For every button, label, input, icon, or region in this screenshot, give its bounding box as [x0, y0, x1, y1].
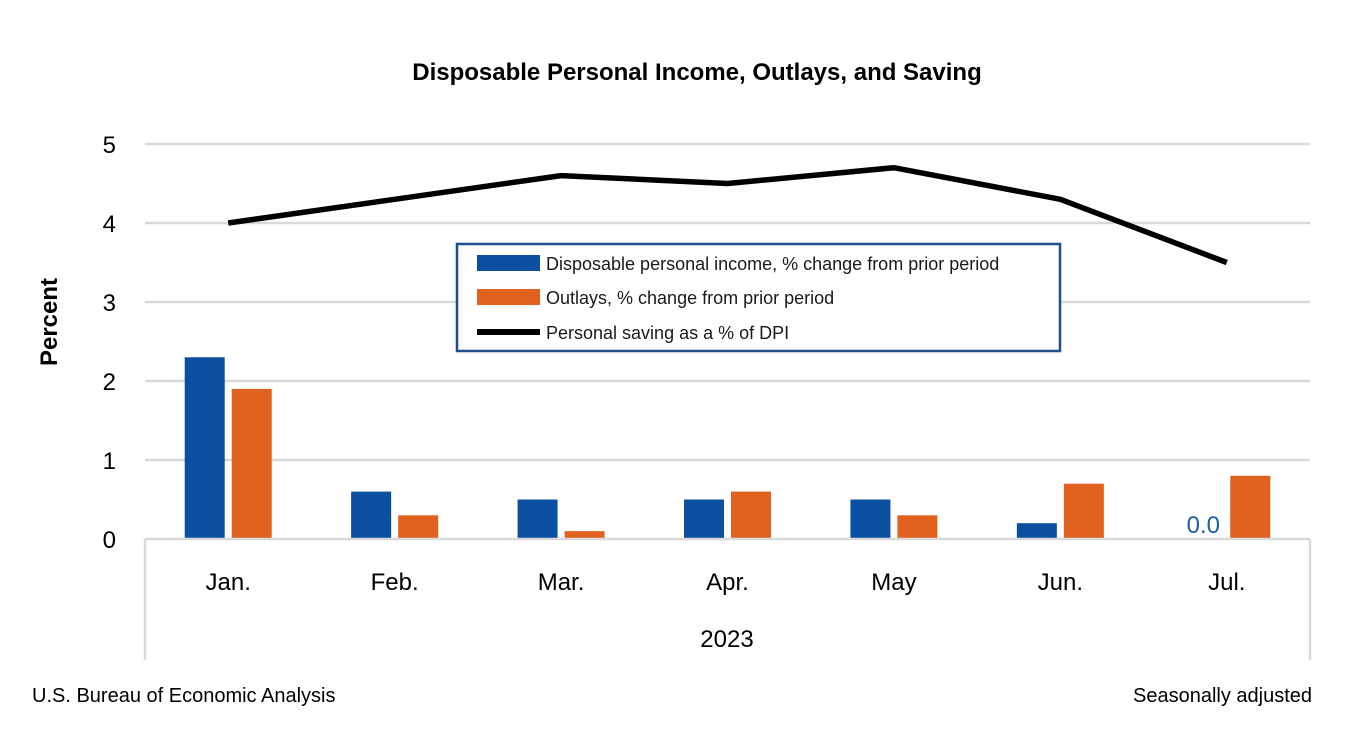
legend-label-income: Disposable personal income, % change fro… [546, 254, 999, 274]
outlays-bar [1230, 475, 1271, 539]
x-tick-label: May [871, 569, 916, 596]
y-axis-label: Percent [36, 278, 63, 366]
income-bar [850, 499, 891, 539]
legend-swatch-income [477, 255, 540, 271]
y-tick-label: 3 [103, 290, 116, 317]
x-tick-label: Feb. [371, 569, 419, 596]
chart-title: Disposable Personal Income, Outlays, and… [412, 59, 982, 86]
bars [184, 357, 1271, 539]
saving-rate-line-path [227, 164, 1228, 266]
x-tick-label: Jan. [206, 569, 251, 596]
x-axis: Jan. Feb. Mar. Apr. May Jun. Jul. [143, 537, 1312, 660]
x-tick-label: Apr. [706, 569, 749, 596]
x-tick-label: Jun. [1038, 569, 1083, 596]
y-tick-label: 4 [103, 211, 116, 238]
income-bar [1016, 523, 1057, 539]
income-bar [517, 499, 558, 539]
y-tick-label: 0 [103, 527, 116, 554]
legend: Disposable personal income, % change fro… [455, 242, 1062, 353]
outlays-bar [1063, 483, 1104, 539]
x-axis-label: 2023 [700, 626, 753, 653]
saving-rate-line [227, 164, 1228, 266]
data-label: 0.0 [1187, 512, 1220, 539]
source-note: U.S. Bureau of Economic Analysis [32, 685, 335, 707]
x-tick-label: Mar. [538, 569, 585, 596]
income-bar [684, 499, 724, 539]
data-labels: 0.0 [1187, 512, 1220, 539]
outlays-bar [231, 388, 272, 539]
legend-label-saving: Personal saving as a % of DPI [546, 323, 789, 343]
income-bar [184, 357, 225, 539]
outlays-bar [897, 515, 938, 539]
seasonal-note: Seasonally adjusted [1133, 685, 1312, 707]
income-bar [351, 491, 392, 539]
outlays-bar [564, 531, 605, 539]
legend-label-outlays: Outlays, % change from prior period [546, 288, 834, 308]
y-tick-label: 2 [103, 369, 116, 396]
y-tick-label: 5 [103, 132, 116, 159]
x-tick-label: Jul. [1208, 569, 1245, 596]
legend-box [455, 242, 1062, 353]
outlays-bar [731, 491, 771, 539]
legend-swatch-outlays [477, 289, 540, 305]
y-axis-ticks: 0 1 2 3 4 5 [103, 132, 116, 554]
y-tick-label: 1 [103, 448, 116, 475]
outlays-bar [398, 515, 439, 539]
